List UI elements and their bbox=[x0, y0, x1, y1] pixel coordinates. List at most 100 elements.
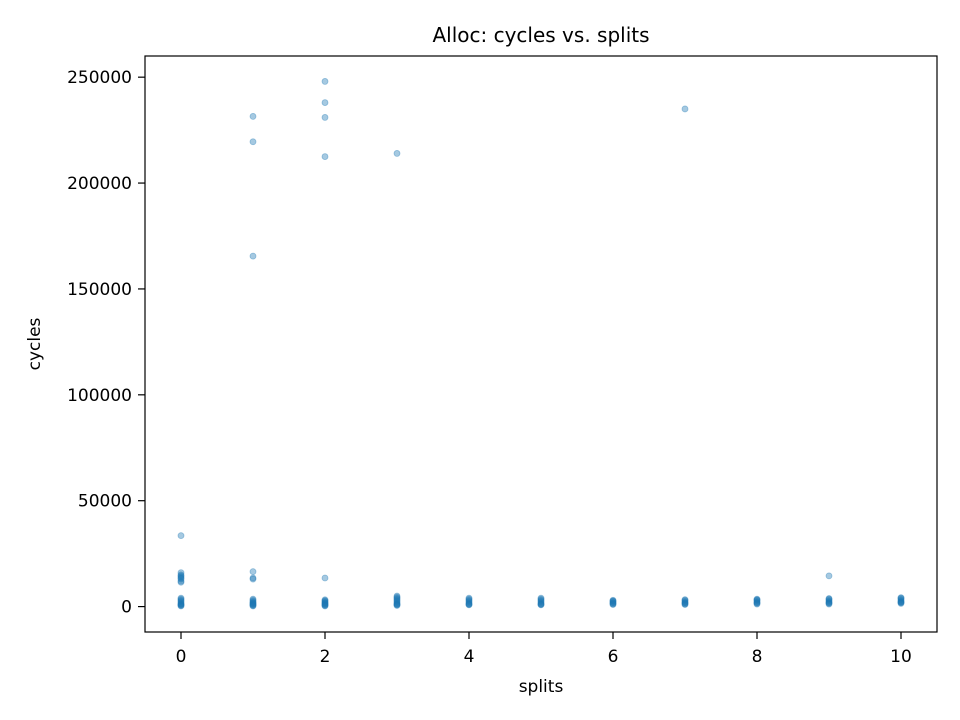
data-point bbox=[465, 598, 473, 606]
data-point bbox=[825, 599, 833, 607]
data-point bbox=[897, 598, 905, 606]
data-point bbox=[537, 598, 545, 606]
data-point bbox=[753, 600, 761, 607]
data-point bbox=[681, 597, 689, 605]
data-point bbox=[681, 599, 689, 607]
data-point bbox=[465, 600, 473, 607]
x-tick-label: 4 bbox=[464, 647, 475, 667]
data-point bbox=[249, 598, 257, 606]
data-point bbox=[465, 601, 473, 608]
data-point bbox=[537, 600, 545, 608]
data-point bbox=[321, 598, 329, 606]
data-point bbox=[753, 596, 761, 604]
data-point bbox=[897, 598, 905, 606]
data-point bbox=[321, 601, 329, 608]
data-point bbox=[537, 595, 545, 603]
data-point bbox=[249, 252, 257, 260]
data-point bbox=[897, 599, 905, 607]
data-point bbox=[177, 569, 185, 577]
data-point bbox=[321, 602, 329, 609]
data-point bbox=[249, 600, 257, 608]
data-point bbox=[897, 597, 905, 605]
data-point bbox=[537, 601, 545, 609]
data-point bbox=[249, 112, 257, 120]
x-axis-ticks: 0 2 4 6 8 10 bbox=[176, 632, 912, 667]
data-point bbox=[249, 596, 257, 604]
data-point bbox=[465, 595, 473, 603]
data-point bbox=[321, 601, 329, 609]
data-point bbox=[177, 594, 185, 602]
data-point bbox=[825, 595, 833, 602]
data-point bbox=[321, 597, 329, 605]
data-point bbox=[177, 597, 185, 605]
data-point bbox=[177, 601, 185, 608]
data-point bbox=[249, 574, 257, 582]
data-point bbox=[825, 600, 833, 607]
data-point bbox=[825, 598, 833, 606]
data-point bbox=[249, 602, 257, 609]
data-point bbox=[249, 575, 257, 583]
data-point bbox=[177, 595, 185, 603]
data-point bbox=[249, 599, 257, 607]
chart-title: Alloc: cycles vs. splits bbox=[432, 23, 649, 47]
y-tick-label: 200000 bbox=[67, 174, 132, 194]
data-point bbox=[177, 572, 185, 580]
data-point bbox=[393, 150, 401, 157]
y-axis-label: cycles bbox=[25, 317, 45, 370]
x-tick-label: 8 bbox=[752, 647, 763, 667]
data-point bbox=[537, 596, 545, 604]
data-point bbox=[321, 596, 329, 604]
data-point bbox=[609, 600, 617, 607]
y-tick-label: 100000 bbox=[67, 386, 132, 406]
data-point bbox=[393, 601, 401, 609]
data-point bbox=[321, 599, 329, 607]
data-point bbox=[177, 575, 185, 583]
data-point bbox=[753, 598, 761, 606]
data-point bbox=[609, 599, 617, 607]
data-point bbox=[393, 601, 401, 608]
data-point bbox=[321, 600, 329, 607]
data-point bbox=[393, 602, 401, 609]
data-point bbox=[465, 600, 473, 608]
data-point bbox=[177, 600, 185, 608]
x-tick-label: 10 bbox=[890, 647, 912, 667]
data-point bbox=[393, 600, 401, 607]
data-point bbox=[249, 568, 257, 576]
data-point bbox=[465, 594, 473, 602]
data-point bbox=[177, 602, 185, 609]
data-point bbox=[681, 596, 689, 603]
plot-area bbox=[145, 56, 937, 632]
x-tick-label: 6 bbox=[608, 647, 619, 667]
data-point bbox=[825, 596, 833, 604]
data-point bbox=[393, 598, 401, 606]
data-point bbox=[825, 600, 833, 608]
data-point bbox=[393, 595, 401, 603]
data-point bbox=[753, 600, 761, 608]
data-point bbox=[825, 595, 833, 603]
y-axis-ticks: 0 50000 100000 150000 200000 250000 bbox=[67, 68, 145, 618]
data-point bbox=[609, 597, 617, 605]
data-point bbox=[249, 601, 257, 609]
data-point bbox=[465, 597, 473, 605]
data-point bbox=[537, 597, 545, 605]
data-point bbox=[753, 599, 761, 607]
x-axis-label: splits bbox=[519, 677, 564, 697]
x-tick-label: 2 bbox=[320, 647, 331, 667]
data-point bbox=[609, 596, 617, 604]
data-point bbox=[249, 601, 257, 608]
data-point bbox=[177, 600, 185, 607]
data-point bbox=[537, 594, 545, 602]
data-point bbox=[897, 595, 905, 603]
data-point bbox=[321, 602, 329, 610]
data-point bbox=[321, 600, 329, 608]
data-point bbox=[177, 596, 185, 604]
data-point bbox=[465, 596, 473, 604]
data-point bbox=[177, 571, 185, 579]
data-point bbox=[393, 596, 401, 604]
x-tick-label: 0 bbox=[176, 647, 187, 667]
data-point bbox=[753, 596, 761, 604]
data-point bbox=[609, 601, 617, 608]
data-point bbox=[681, 600, 689, 607]
data-point bbox=[321, 78, 329, 85]
data-point bbox=[177, 601, 185, 609]
